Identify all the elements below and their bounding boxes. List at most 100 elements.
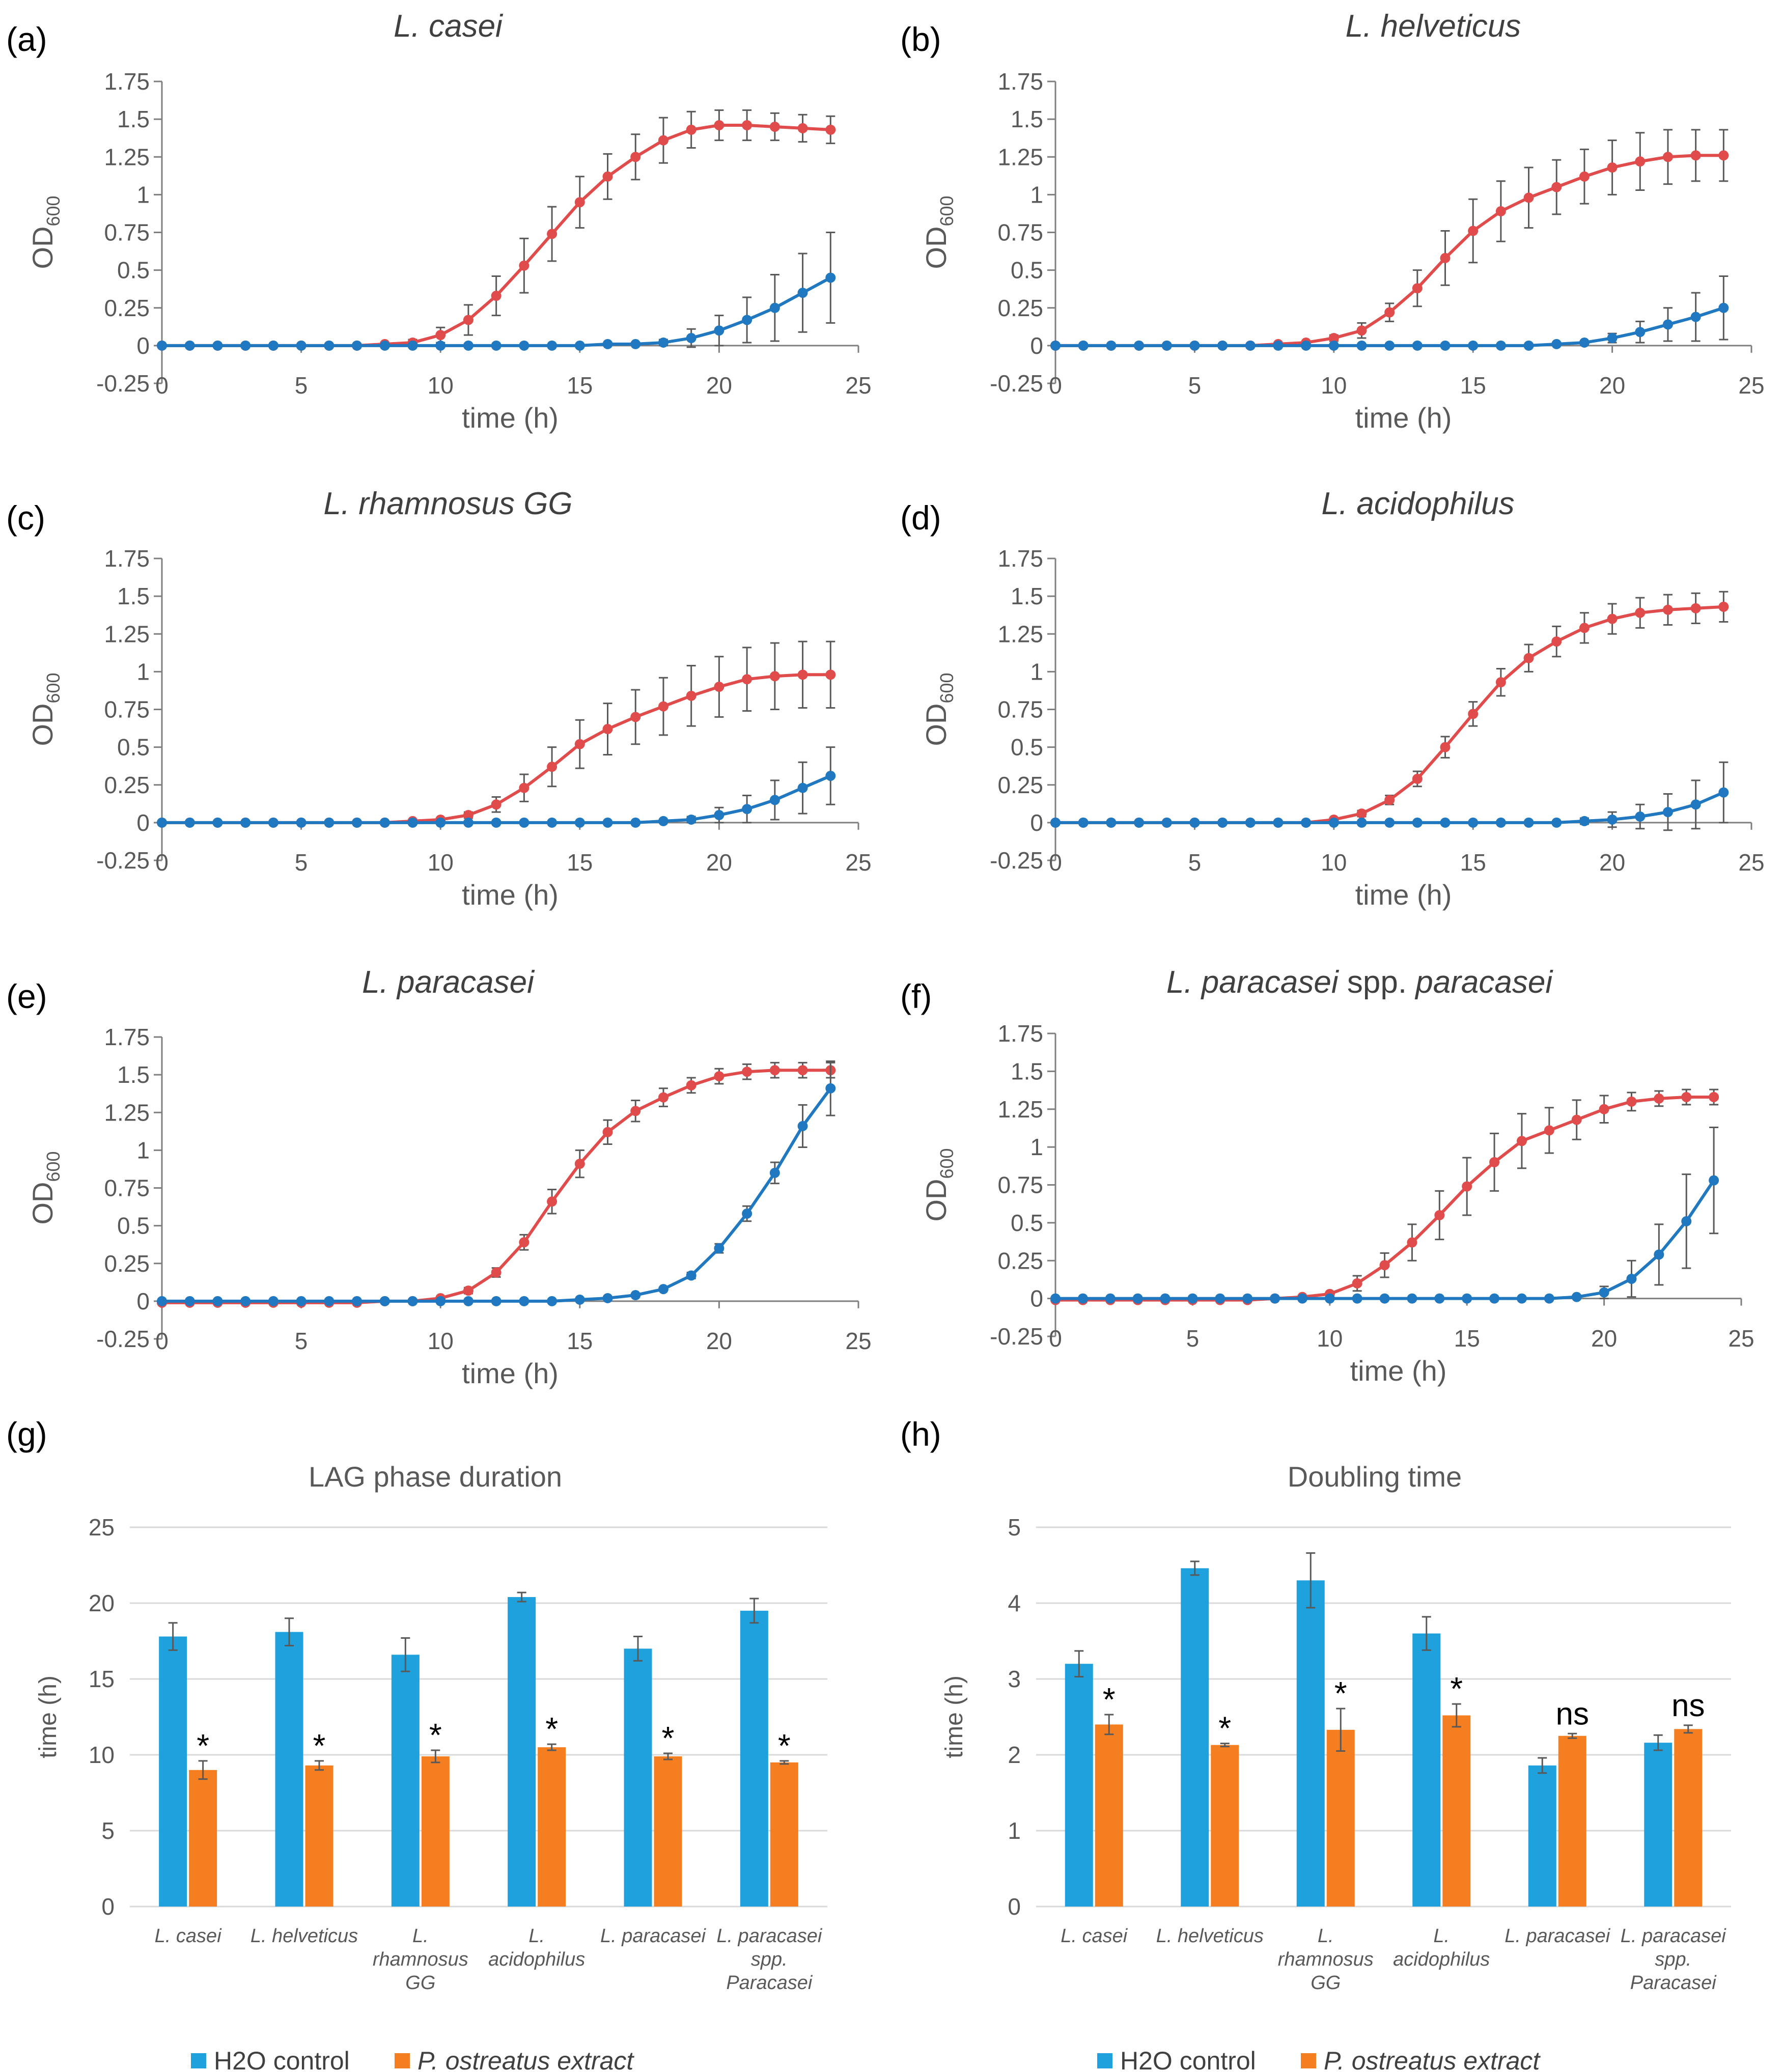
category-label: L. paracasei <box>1621 1925 1727 1947</box>
series-extract <box>157 1061 836 1308</box>
line-chart-d: (d) L. acidophilus-0.2500.250.50.7511.251… <box>900 486 1765 911</box>
legend-label-extract: P. ostreatus extract <box>417 2047 634 2072</box>
data-point <box>1516 1293 1527 1304</box>
x-tick-label: 5 <box>295 372 308 399</box>
data-point <box>435 817 446 828</box>
data-point <box>630 339 641 349</box>
y-axis-label-main: OD <box>26 704 59 746</box>
bar-control <box>624 1648 652 1907</box>
data-point <box>184 1296 195 1306</box>
category-group: * L.acidophilus <box>488 1591 585 1970</box>
x-axis-label: time (h) <box>462 879 559 911</box>
y-tick-label: 0.5 <box>117 257 150 284</box>
x-tick-label: 20 <box>1599 372 1625 399</box>
data-point <box>602 1293 613 1303</box>
y-tick-label: 0 <box>136 1288 150 1314</box>
y-tick-label: 1.5 <box>117 1061 150 1088</box>
data-point <box>1297 1293 1307 1304</box>
data-point <box>1468 340 1479 351</box>
y-tick-label: 1.25 <box>104 144 150 170</box>
y-axis-label: OD600 <box>26 673 64 746</box>
x-tick-label: 10 <box>1317 1325 1343 1352</box>
series-control <box>1050 1126 1719 1304</box>
legend: H2O control P. ostreatus extract <box>1097 2047 1541 2072</box>
legend-swatch-extract <box>1301 2053 1316 2068</box>
y-tick-label: 0.25 <box>104 295 150 321</box>
x-axis-label: time (h) <box>1350 1355 1447 1387</box>
y-tick-label: 15 <box>89 1666 115 1692</box>
chart-title: L. paracasei spp. paracasei <box>1166 965 1553 1000</box>
y-axis-label: OD600 <box>26 1151 64 1224</box>
chart-title: LAG phase duration <box>309 1461 562 1493</box>
data-point <box>1718 601 1729 612</box>
y-tick-label: 1.5 <box>117 106 150 132</box>
y-tick-label: -0.25 <box>96 847 150 874</box>
data-point <box>1407 1293 1417 1304</box>
data-point <box>547 1296 558 1306</box>
data-point <box>1607 333 1618 344</box>
y-tick-label: -0.25 <box>990 1323 1043 1350</box>
chart-title-italic: paracasei <box>1414 965 1553 1000</box>
category-label: Paracasei <box>726 1972 813 1994</box>
category-label: L. paracasei <box>1505 1925 1611 1947</box>
data-point <box>184 340 195 351</box>
data-point <box>1440 742 1451 752</box>
series-line <box>1055 605 1724 824</box>
data-point <box>1718 302 1729 313</box>
category-label: rhamnosus <box>1278 1949 1374 1970</box>
data-point <box>769 671 780 682</box>
x-tick-label: 20 <box>706 1328 732 1354</box>
data-point <box>407 817 418 828</box>
data-point <box>1134 817 1145 828</box>
line-chart-e: (e) L. paracasei-0.2500.250.50.7511.251.5… <box>6 965 872 1389</box>
data-point <box>630 712 641 722</box>
data-point <box>742 804 753 815</box>
data-point <box>1544 1125 1554 1136</box>
x-tick-label: 5 <box>295 1328 308 1354</box>
y-axis-label-main: OD <box>920 1179 952 1222</box>
y-tick-label: 0.25 <box>997 295 1043 321</box>
significance-label: * <box>197 1727 209 1764</box>
y-tick-label: 1.75 <box>104 68 150 95</box>
data-point <box>825 272 836 283</box>
data-point <box>602 1127 613 1137</box>
data-point <box>463 817 473 828</box>
data-point <box>1468 226 1479 236</box>
bar-extract <box>1326 1729 1355 1907</box>
x-tick-label: 25 <box>845 1328 871 1354</box>
significance-label: * <box>1334 1675 1347 1712</box>
data-point <box>1412 817 1423 828</box>
y-axis-label: OD600 <box>920 195 957 269</box>
data-point <box>1242 1293 1253 1304</box>
y-tick-label: 1 <box>136 658 150 685</box>
data-point <box>1412 283 1423 294</box>
data-point <box>1324 1293 1335 1304</box>
bar-control <box>1296 1580 1325 1907</box>
data-point <box>240 817 251 828</box>
data-point <box>742 674 753 685</box>
data-point <box>212 817 223 828</box>
x-tick-label: 15 <box>1454 1325 1480 1352</box>
data-point <box>1328 340 1339 351</box>
bar-extract <box>189 1770 217 1907</box>
data-point <box>769 302 780 313</box>
data-point <box>1105 1293 1116 1304</box>
data-point <box>1050 1293 1061 1304</box>
data-point <box>1217 817 1228 828</box>
data-point <box>435 330 446 341</box>
data-point <box>1523 817 1534 828</box>
data-point <box>742 315 753 325</box>
data-point <box>630 1106 641 1116</box>
data-point <box>435 340 446 351</box>
bar-control <box>1528 1765 1556 1907</box>
y-tick-label: 1.5 <box>117 583 150 609</box>
panel-letter: (f) <box>900 977 932 1015</box>
data-point <box>630 1290 641 1301</box>
data-point <box>658 1092 668 1103</box>
data-point <box>602 817 613 828</box>
line-chart-c: (c) L. rhamnosus GG-0.2500.250.50.7511.25… <box>6 486 872 911</box>
y-axis-label-subscript: 600 <box>43 1151 64 1182</box>
data-point <box>1607 613 1618 624</box>
